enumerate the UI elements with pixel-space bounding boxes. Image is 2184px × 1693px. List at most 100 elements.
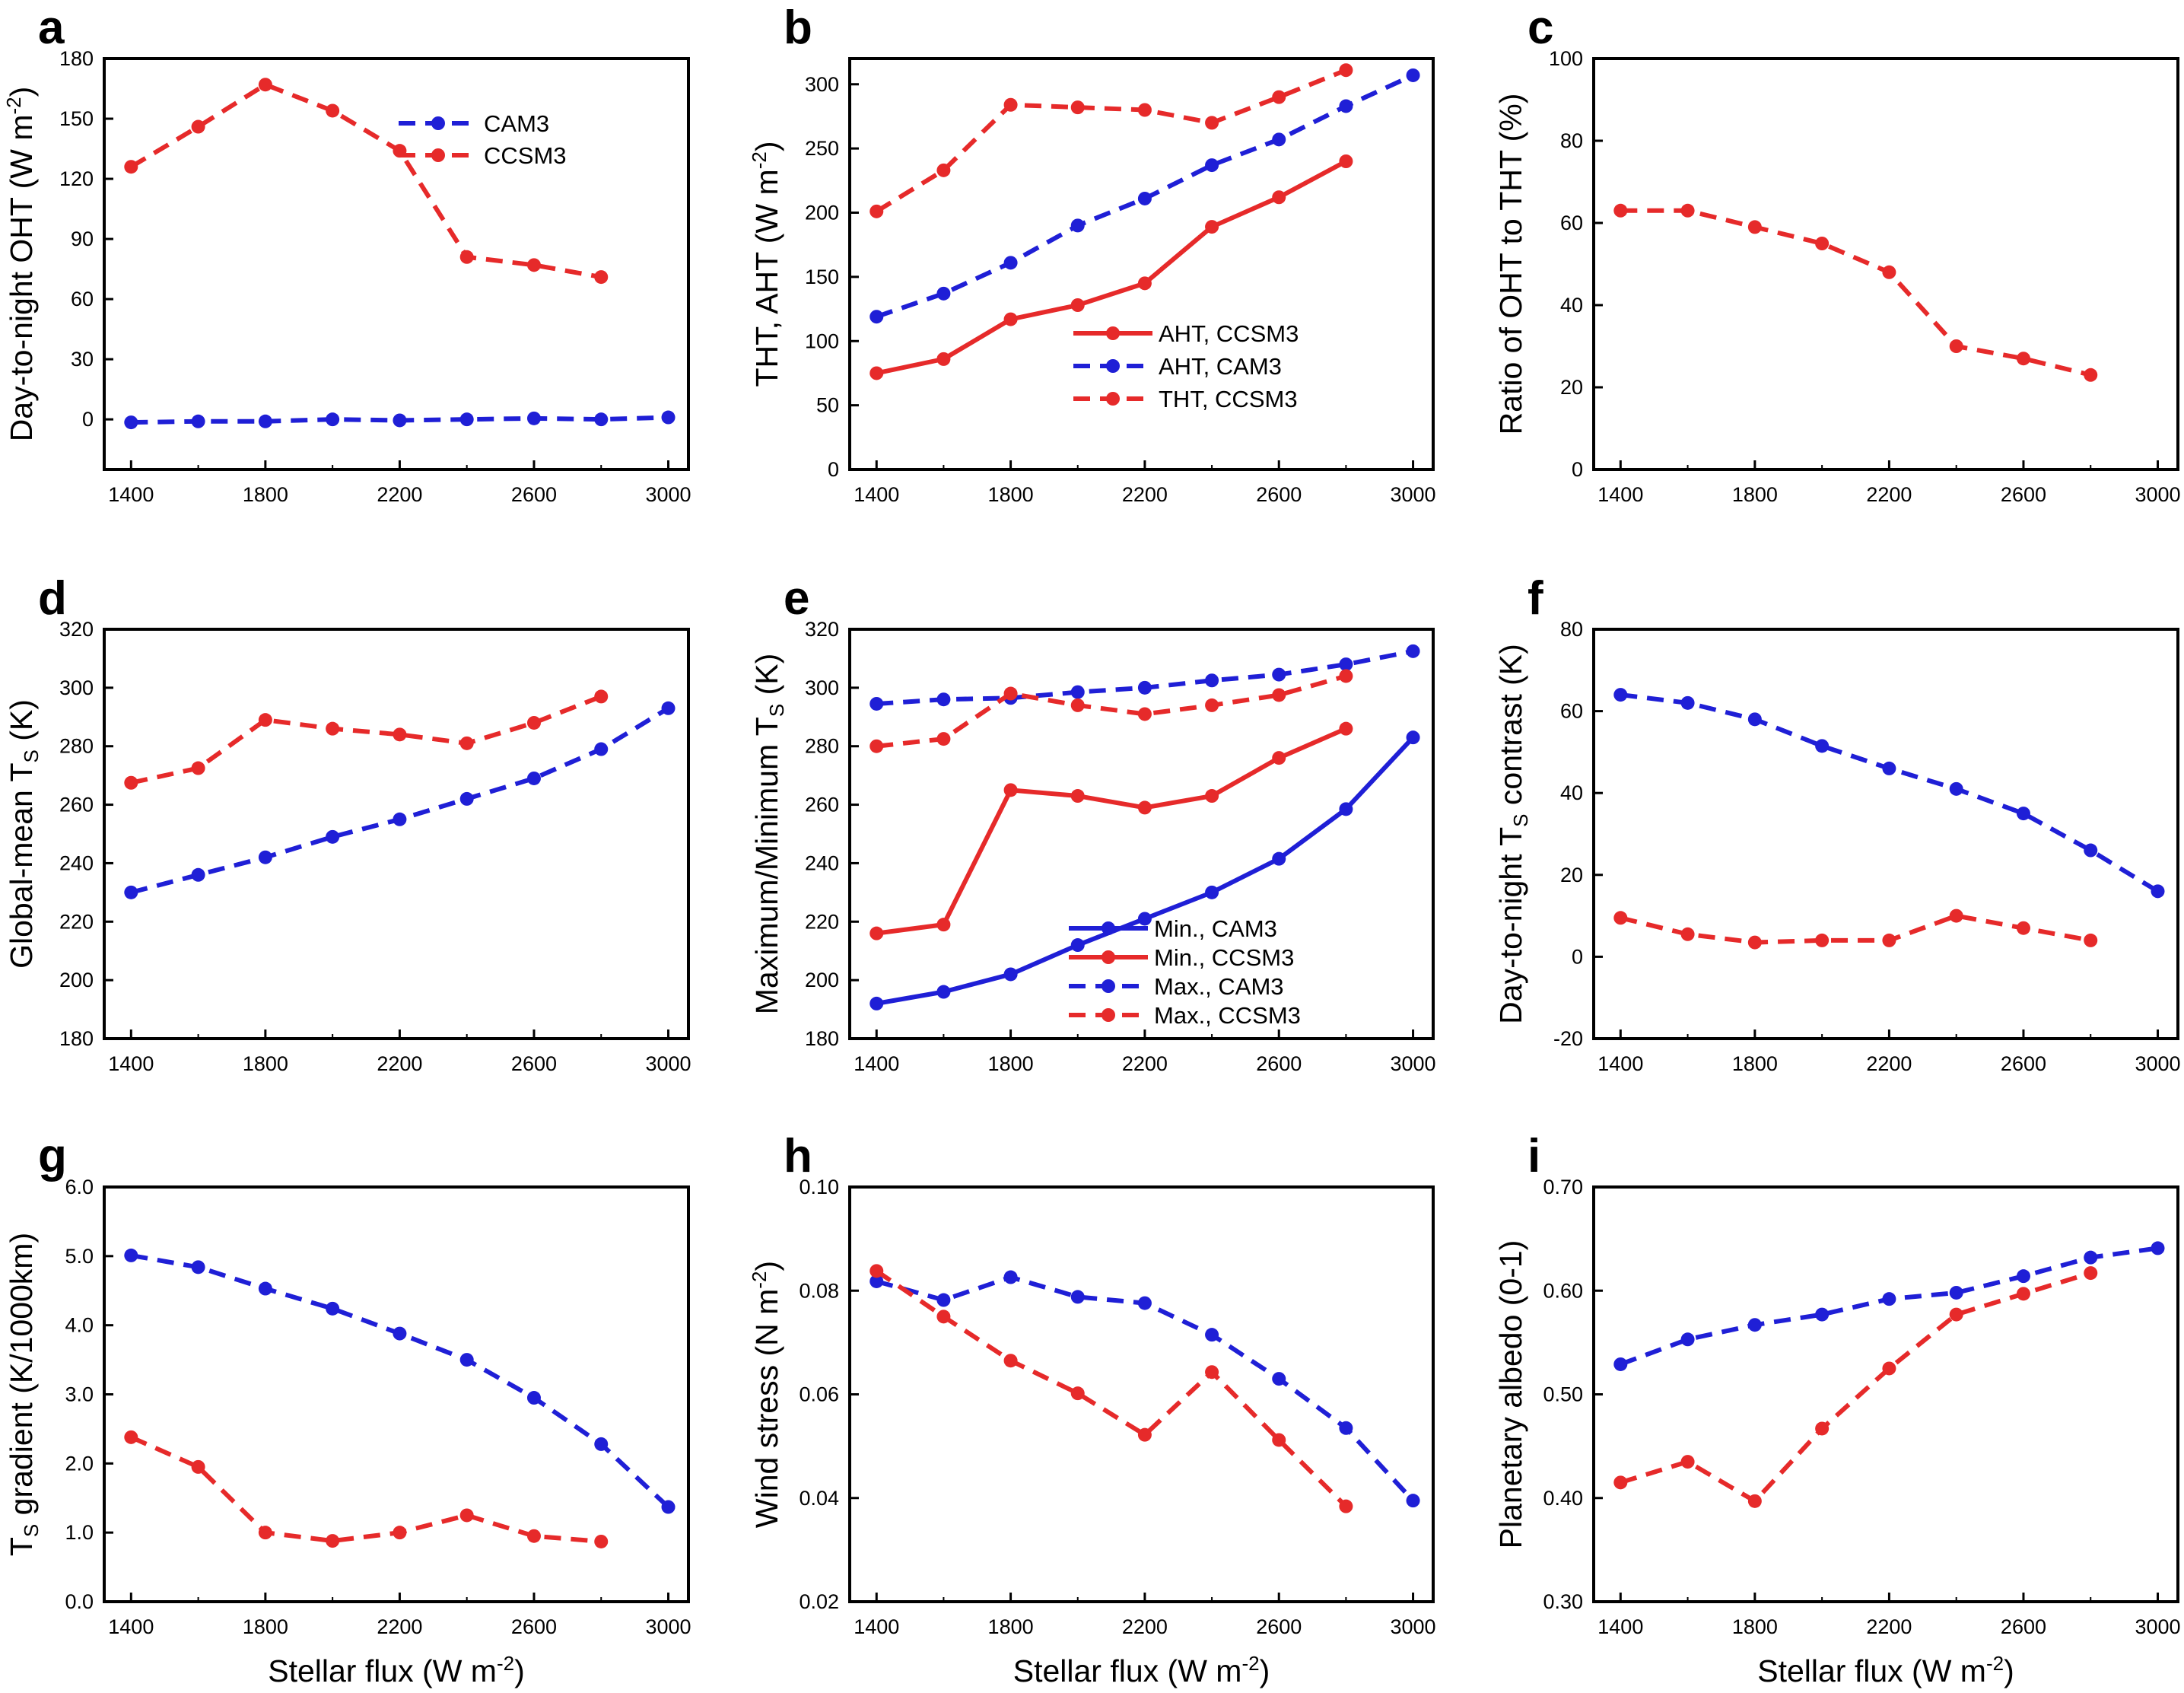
data-point-min-cam3: [1339, 802, 1353, 816]
data-point-max-cam3: [1205, 673, 1219, 688]
data-point-max-cam3: [1137, 680, 1152, 695]
legend-label: Max., CCSM3: [1154, 1002, 1301, 1029]
data-point-cam3: [1747, 712, 1762, 727]
data-point-cam3: [1815, 739, 1830, 753]
data-point-aht-cam3: [1406, 68, 1420, 82]
y-axis-label-text: Ratio of OHT to THT (%): [1493, 94, 1528, 435]
data-point-ccsm3: [1949, 909, 1963, 923]
y-axis-label-text: Day-to-night T: [1493, 827, 1528, 1024]
data-point-cam3: [661, 701, 676, 715]
data-point-ccsm3: [191, 761, 205, 775]
data-point-aht-cam3: [1339, 99, 1353, 113]
panel-c: c 1400 1800 2200 2600 3000 0 20 40 60 80 100 Ratio o…: [1493, 2, 2181, 506]
x-tick-label: 3000: [1391, 1615, 1436, 1638]
panel-i: i 1400 1800 2200 2600 3000 0.30 0.40 0.50 0.60 0.7…: [1493, 1130, 2181, 1688]
x-tick-label: 2200: [1866, 1615, 1912, 1638]
x-axis-title-superscript: -2: [497, 1652, 514, 1675]
data-point-cam3: [2016, 807, 2030, 821]
legend-marker: [1106, 359, 1120, 373]
data-point-cam3: [1882, 761, 1896, 775]
y-tick-label: 260: [805, 794, 839, 816]
data-point-cam3: [1339, 1421, 1353, 1435]
series-line-ccsm3: [130, 694, 602, 785]
x-axis-title-text: Stellar flux (W m: [268, 1653, 497, 1688]
y-axis-label-close: gradient (K/1000km): [4, 1233, 39, 1524]
y-axis-label-close: ): [749, 141, 784, 151]
y-tick-label: 100: [805, 329, 839, 352]
panel-g: g 1400 1800 2200 2600 3000 0.0 1.0 2.0 3.0 4.0 5.0 6…: [4, 1130, 691, 1688]
y-tick-label: 2.0: [65, 1452, 94, 1475]
data-point-ccsm3: [191, 119, 205, 134]
y-tick-label: 200: [59, 969, 94, 991]
y-axis-label-subscript: S: [1509, 813, 1532, 826]
data-point-ccsm3: [124, 1430, 138, 1444]
y-tick-label: 3.0: [65, 1383, 94, 1406]
data-point-ccsm3: [191, 1459, 205, 1474]
data-point-ccsm3: [1815, 1421, 1830, 1436]
x-tick-label: 1400: [1597, 1615, 1643, 1638]
data-point-cam3: [594, 412, 609, 427]
data-point-cam3: [869, 1274, 884, 1288]
y-tick-label: 250: [805, 137, 839, 160]
panel-letter: c: [1528, 2, 1553, 54]
data-point-ccsm3: [1003, 1354, 1018, 1368]
data-point-ccsm3: [2084, 368, 2098, 382]
y-axis-label-subscript: S: [20, 749, 43, 762]
data-point-min-cam3: [936, 985, 951, 999]
x-tick-label: 2600: [1256, 1615, 1302, 1638]
data-point-ccsm3: [594, 270, 609, 285]
data-point-aht-ccsm3: [1137, 276, 1152, 291]
y-axis-label-subscript: S: [765, 704, 788, 717]
data-point-min-ccsm3: [1137, 800, 1152, 815]
y-tick-label: 300: [59, 676, 94, 699]
y-tick-label: 4.0: [65, 1314, 94, 1337]
x-axis-title-close: ): [514, 1653, 525, 1688]
data-point-cam3: [326, 829, 340, 844]
data-point-aht-cam3: [869, 310, 884, 324]
data-point-min-cam3: [1205, 885, 1219, 899]
y-tick-label: 60: [1560, 212, 1583, 234]
y-axis-label-close: contrast (K): [1493, 644, 1528, 813]
plot-frame: [848, 1185, 1435, 1603]
data-point-ccsm3: [1070, 1386, 1085, 1401]
data-point-ccsm3: [1747, 220, 1762, 234]
plot-frame: [1592, 1185, 2179, 1603]
x-axis-title: Stellar flux (W m-2): [1013, 1652, 1270, 1688]
y-tick-label: 0: [828, 458, 839, 481]
y-tick-label: 280: [59, 735, 94, 758]
series-line-ccsm3: [1620, 1271, 2092, 1504]
data-point-tht-ccsm3: [1272, 90, 1286, 104]
data-point-min-cam3: [1003, 967, 1018, 982]
data-point-cam3: [1137, 1296, 1152, 1310]
y-tick-label: 80: [1560, 618, 1583, 641]
data-point-cam3: [326, 412, 340, 427]
x-tick-label: 1800: [1732, 483, 1778, 506]
x-tick-label: 2200: [1866, 1052, 1912, 1075]
y-tick-label: 40: [1560, 781, 1583, 804]
y-tick-label: 0.10: [799, 1176, 839, 1198]
series-line-ccsm3: [875, 1268, 1348, 1508]
y-tick-label: 180: [59, 1027, 94, 1050]
x-tick-label: 2200: [377, 483, 422, 506]
data-point-ccsm3: [1680, 203, 1695, 218]
y-tick-label: 6.0: [65, 1176, 94, 1198]
legend-label: AHT, CCSM3: [1159, 320, 1299, 347]
legend-marker: [1106, 392, 1120, 406]
data-point-ccsm3: [1949, 1307, 1963, 1322]
plot-frame: [103, 628, 690, 1040]
data-point-min-cam3: [1070, 938, 1085, 953]
data-point-aht-cam3: [936, 286, 951, 301]
data-point-ccsm3: [1339, 1499, 1353, 1513]
data-point-aht-ccsm3: [1070, 298, 1085, 312]
data-point-cam3: [1613, 1357, 1628, 1371]
x-tick-label: 2600: [1256, 483, 1302, 506]
data-point-cam3: [393, 413, 407, 428]
panel-letter: e: [784, 572, 809, 625]
y-axis-label-superscript: -2: [748, 1271, 771, 1289]
x-tick-label: 1800: [1732, 1052, 1778, 1075]
data-point-tht-ccsm3: [1137, 103, 1152, 117]
y-axis-label-text: Maximum/Minimum T: [749, 717, 784, 1014]
plot-frame: [848, 57, 1435, 471]
x-tick-label: 1400: [108, 483, 154, 506]
data-point-ccsm3: [2016, 1287, 2030, 1301]
